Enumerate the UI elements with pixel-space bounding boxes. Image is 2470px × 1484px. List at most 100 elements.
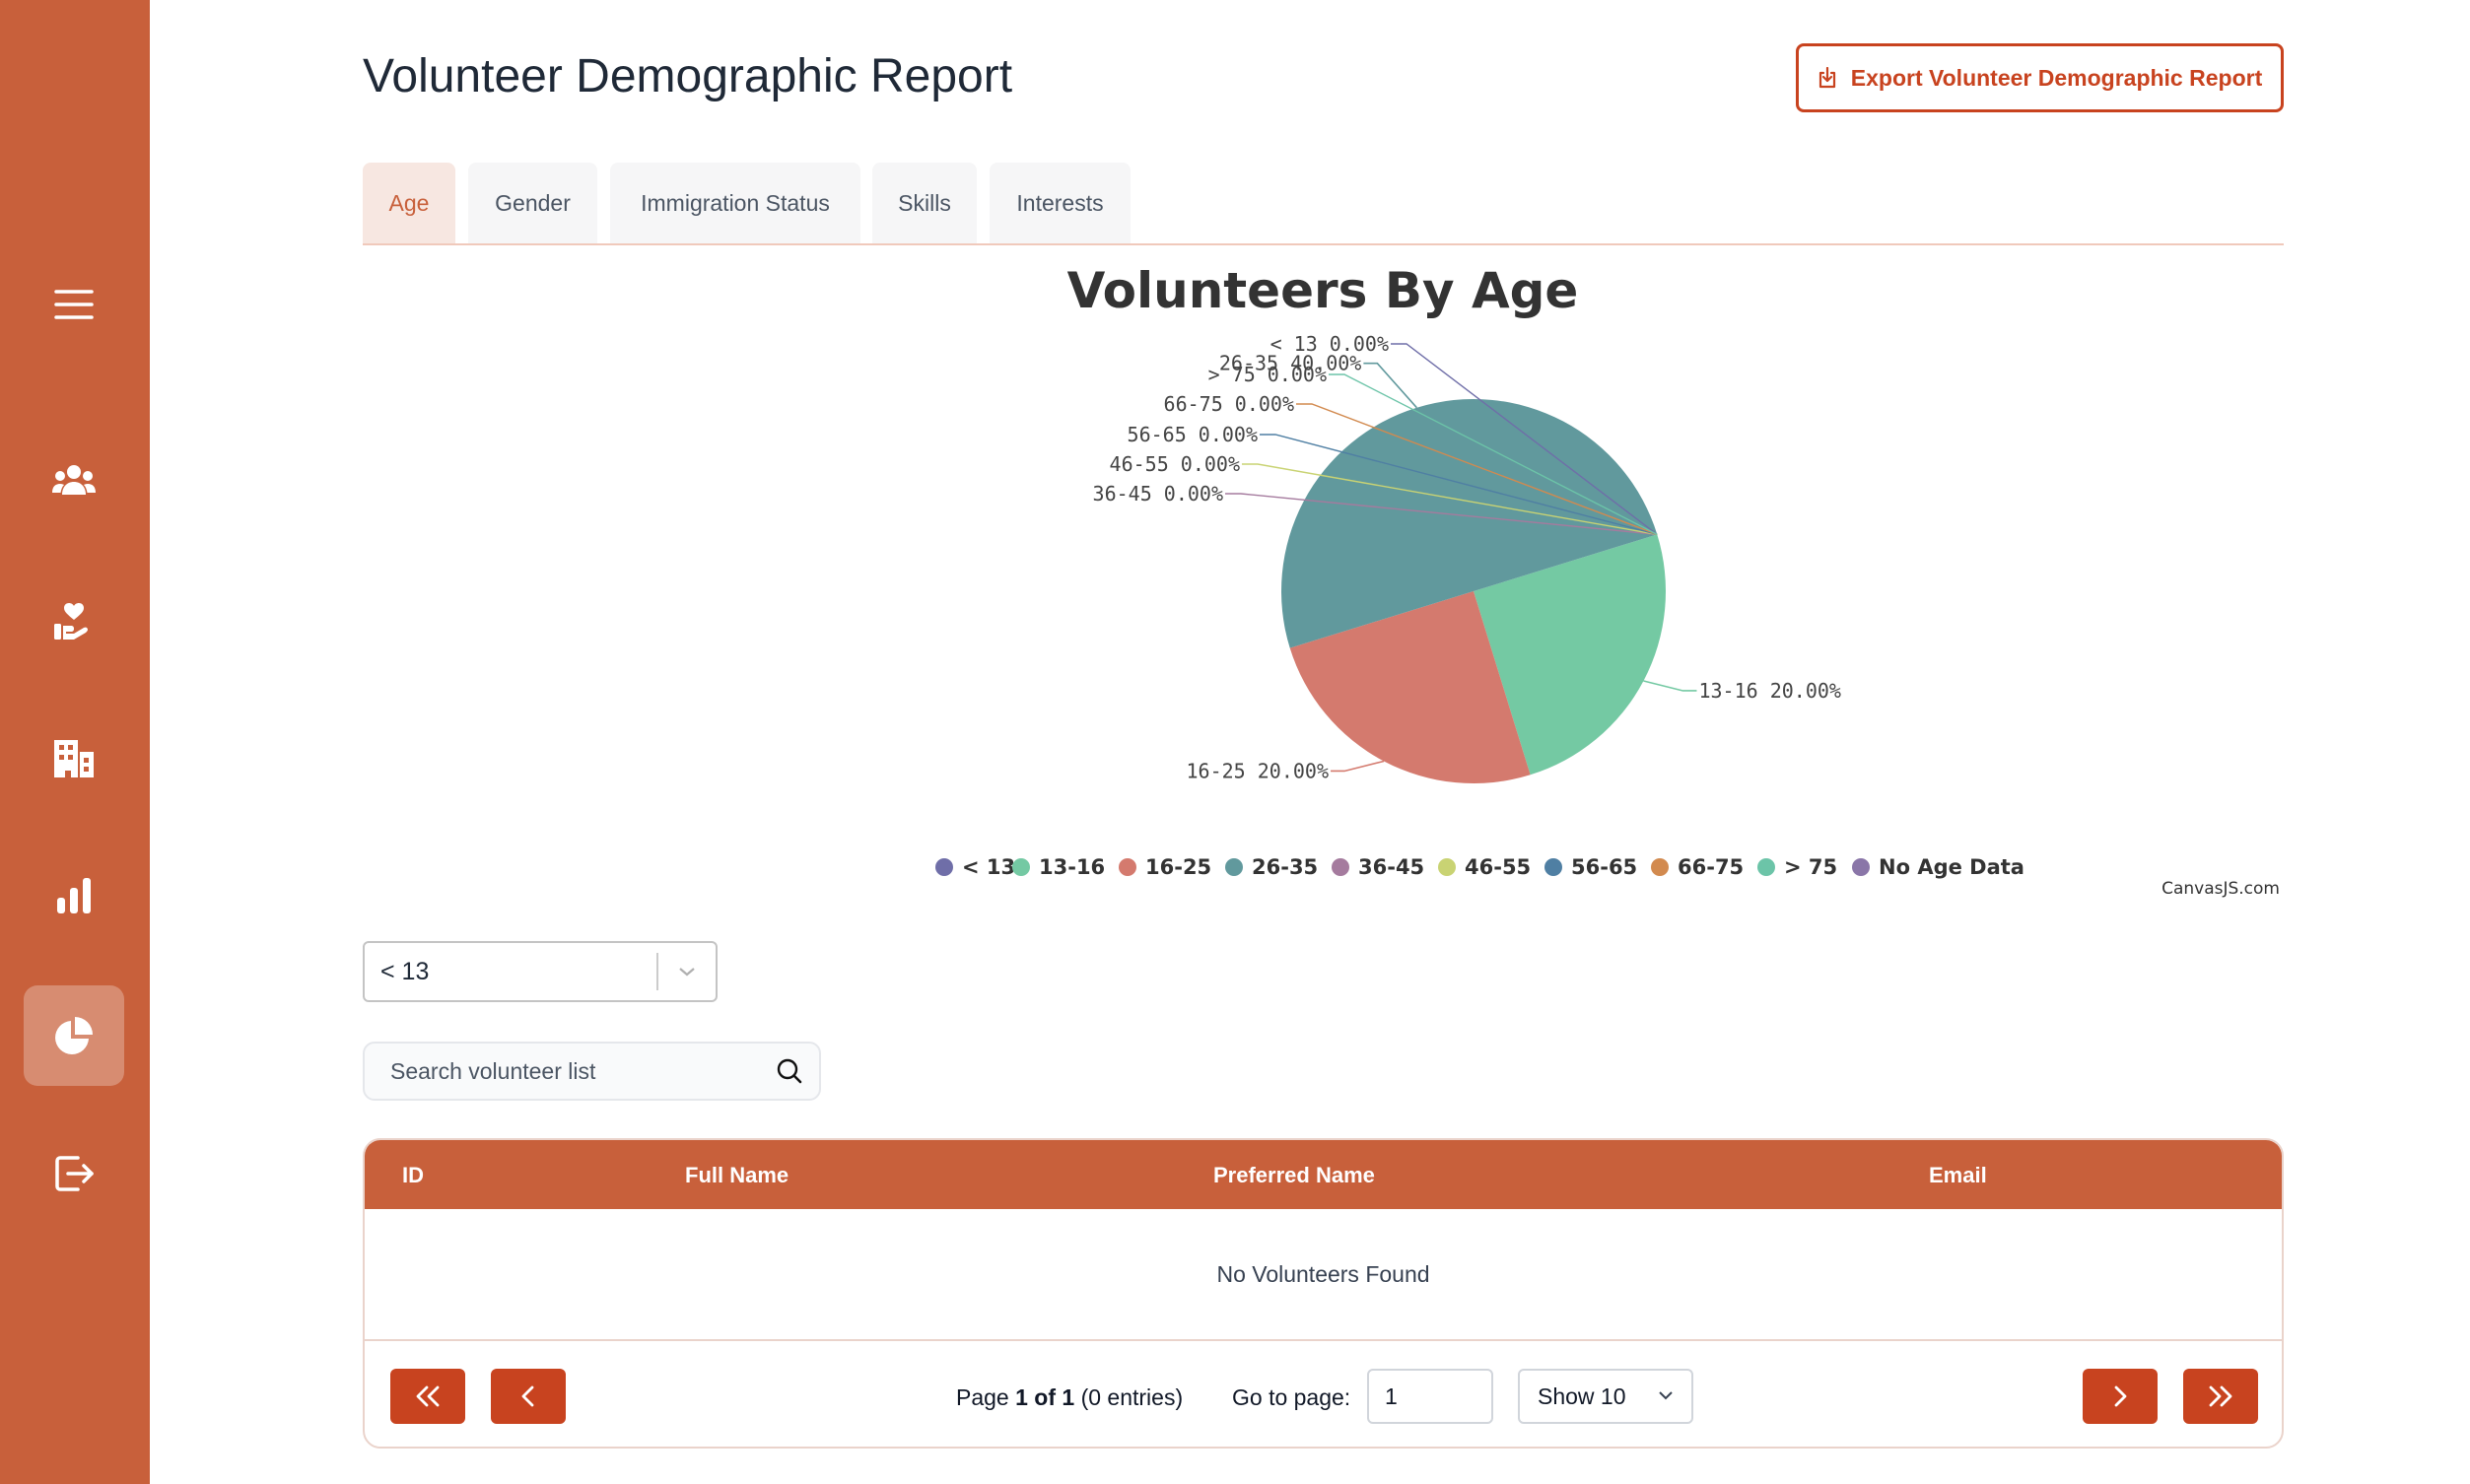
chevron-down-icon [658,966,716,978]
age-pie-chart: Volunteers By Age < 13 0.00% 13-16 20.00%… [363,256,2284,907]
export-icon [1818,67,1835,89]
page-info-current: 1 of 1 [1015,1384,1075,1410]
column-header-id[interactable]: ID [402,1163,424,1187]
users-icon [52,465,96,495]
pie-slice-66-75-label: 66-75 0.00% [1164,392,1294,416]
first-page-button[interactable] [390,1369,465,1424]
pie-slice-16-25-label: 16-25 20.00% [1187,759,1330,782]
pie-slice-46-55-label: 46-55 0.00% [1110,452,1240,476]
chart-credit: CanvasJS.com [2161,879,2280,899]
legend-item-56-65[interactable]: 56-65 [1544,855,1637,879]
page-info-prefix: Page [956,1384,1016,1410]
legend-item-16-25[interactable]: 16-25 [1119,855,1211,879]
legend-item-46-55[interactable]: 46-55 [1438,855,1531,879]
chevron-right-icon [2114,1385,2127,1407]
go-to-page-input[interactable] [1367,1369,1493,1424]
search-box [363,1042,821,1101]
legend-swatch [1438,858,1456,876]
legend-label: 26-35 [1252,855,1318,879]
legend-item-75[interactable]: > 75 [1757,855,1837,879]
main-content: Volunteer Demographic Report Export Volu… [150,0,2470,1484]
legend-label: < 13 [962,855,1015,879]
pie-slice-26-35-label: 26-35 40.00% [1219,352,1362,375]
menu-button[interactable] [24,254,124,355]
sidebar-item-organizations[interactable] [24,708,124,808]
chevron-down-icon [1656,1384,1676,1411]
page-size-select[interactable]: Show 10 [1518,1369,1693,1424]
pagination: Page 1 of 1 (0 entries) Go to page: Show… [365,1341,2282,1447]
legend-item-13-16[interactable]: 13-16 [1012,855,1105,879]
age-filter-select[interactable]: < 13 [363,941,718,1002]
pie-slice-13-16-label: 13-16 20.00% [1698,679,1841,703]
select-separator [656,953,658,990]
tab-gender[interactable]: Gender [468,163,597,243]
page-title: Volunteer Demographic Report [363,50,1013,102]
pie-slice-75-label: > 75 0.00% [1208,363,1327,386]
legend-swatch [1119,858,1136,876]
page-info-entries: (0 entries) [1074,1384,1184,1410]
legend-label: No Age Data [1879,855,2024,879]
chart-title: Volunteers By Age [1067,262,1579,319]
previous-page-button[interactable] [491,1369,566,1424]
legend-swatch [935,858,953,876]
pie-slice-16-25-leader [1331,760,1385,773]
volunteer-hand-heart-icon [54,603,88,640]
legend-label: 56-65 [1571,855,1637,879]
sidebar-item-demographic-report[interactable] [24,985,124,1086]
age-filter-value: < 13 [380,957,430,985]
sidebar-item-statistics[interactable] [24,845,124,946]
empty-table-message: No Volunteers Found [365,1209,2282,1341]
pie-slice-13-16[interactable] [1474,534,1666,776]
legend-swatch [1225,858,1243,876]
pie-slice-75-leader [1329,373,1658,535]
last-page-button[interactable] [2183,1369,2258,1424]
column-header-full-name[interactable]: Full Name [685,1163,789,1187]
search-icon[interactable] [760,1057,819,1085]
bar-chart-icon [57,878,91,913]
legend-label: 16-25 [1145,855,1211,879]
building-icon [54,740,94,777]
legend-label: 46-55 [1465,855,1531,879]
tab-age[interactable]: Age [363,163,455,243]
tab-immigration-status[interactable]: Immigration Status [610,163,860,243]
pie-slice-13-leader [1391,343,1658,535]
pie-slice-36-45-label: 36-45 0.00% [1093,482,1223,506]
report-tabs: Age Gender Immigration Status Skills Int… [363,163,2284,245]
pie-chart-icon [55,1017,93,1054]
sidebar-item-volunteers[interactable] [24,431,124,531]
pie-slice-16-25[interactable] [1289,591,1531,783]
legend-label: 13-16 [1039,855,1105,879]
legend-label: 66-75 [1678,855,1744,879]
logout-button[interactable] [24,1123,124,1224]
legend-item-66-75[interactable]: 66-75 [1651,855,1744,879]
next-page-button[interactable] [2083,1369,2158,1424]
legend-swatch [1651,858,1669,876]
legend-label: > 75 [1784,855,1837,879]
page-size-value: Show 10 [1538,1383,1626,1409]
pie-slice-26-35-leader [1363,362,1417,409]
legend-item-no-age-data[interactable]: No Age Data [1852,855,2024,879]
search-input[interactable] [365,1057,760,1085]
legend-swatch [1332,858,1349,876]
pie-slice-66-75-leader [1296,403,1658,536]
column-header-email[interactable]: Email [1929,1163,1987,1187]
column-header-preferred-name[interactable]: Preferred Name [1213,1163,1375,1187]
table-header: ID Full Name Preferred Name Email [365,1140,2282,1209]
legend-item-36-45[interactable]: 36-45 [1332,855,1424,879]
export-report-button[interactable]: Export Volunteer Demographic Report [1796,43,2284,112]
sidebar-item-opportunities[interactable] [24,570,124,670]
legend-item-26-35[interactable]: 26-35 [1225,855,1318,879]
pie-slice-56-65-label: 56-65 0.00% [1128,423,1258,446]
tab-skills[interactable]: Skills [872,163,977,243]
logout-icon [55,1156,94,1191]
tab-interests[interactable]: Interests [990,163,1131,243]
export-button-label: Export Volunteer Demographic Report [1850,64,2263,91]
pie-slice-36-45-leader [1225,493,1658,536]
pie-slice-13-16-leader [1643,680,1697,692]
menu-icon [54,290,94,319]
chevron-double-left-icon [416,1385,440,1407]
legend-item-13[interactable]: < 13 [935,855,1015,879]
sidebar [0,0,150,1484]
legend-swatch [1012,858,1030,876]
volunteer-table: ID Full Name Preferred Name Email No Vol… [363,1138,2284,1449]
